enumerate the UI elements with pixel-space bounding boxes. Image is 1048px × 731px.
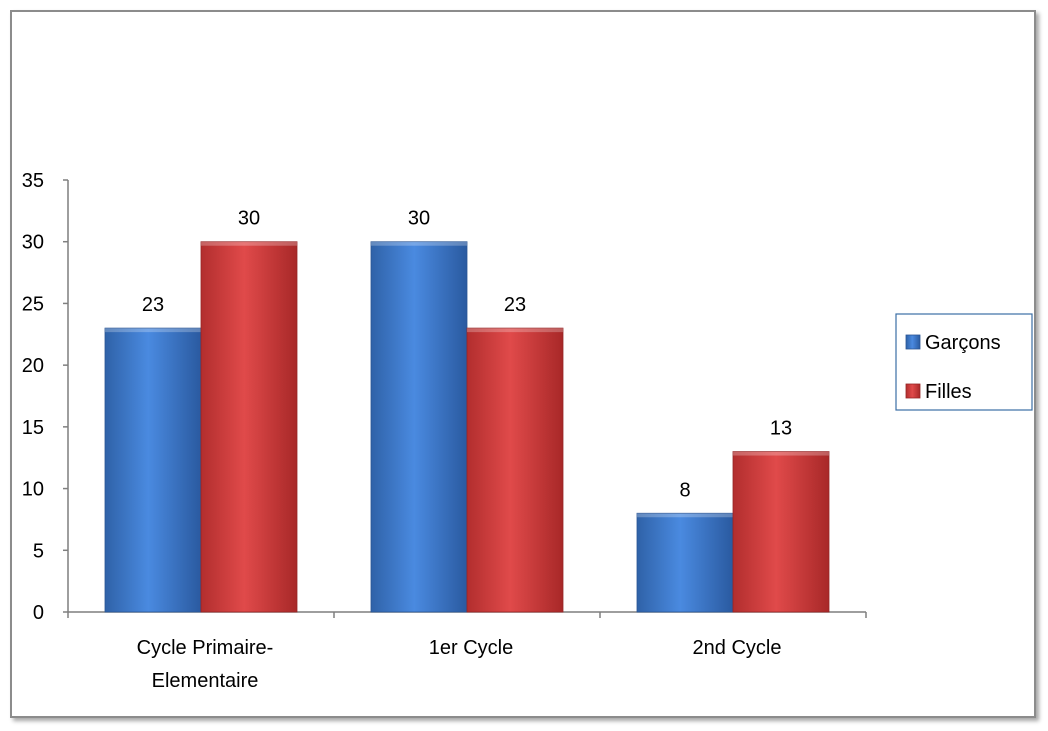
data-label: 30: [408, 208, 430, 230]
y-tick-label: 20: [22, 355, 44, 377]
bar-garcons-1: [370, 241, 468, 613]
legend-label-filles: Filles: [925, 381, 972, 403]
y-tick-label: 0: [33, 602, 44, 624]
bar-garcons-2: [636, 512, 734, 613]
y-tick-label: 30: [22, 232, 44, 254]
y-tick-label: 10: [22, 479, 44, 501]
bar-top-highlight: [105, 328, 201, 333]
bar-top-highlight: [467, 328, 563, 333]
x-category-label: 2nd Cycle: [693, 637, 782, 659]
legend: Garçons Filles: [895, 313, 1033, 411]
y-tick-label: 35: [22, 170, 44, 192]
x-category-label: 1er Cycle: [429, 637, 513, 659]
bar-filles-0: [200, 241, 298, 613]
bar-top-highlight: [201, 241, 297, 246]
bar-filles-1: [466, 327, 564, 613]
y-tick-label: 15: [22, 417, 44, 439]
bar-top-highlight: [733, 451, 829, 456]
data-label: 8: [679, 479, 690, 501]
legend-label-garcons: Garçons: [925, 332, 1001, 354]
data-label: 30: [238, 208, 260, 230]
x-category-label: Cycle Primaire-Elementaire: [137, 637, 274, 692]
bar-filles-2: [732, 451, 830, 613]
bar-top-highlight: [637, 513, 733, 518]
data-label: 23: [504, 294, 526, 316]
bar-garcons-0: [104, 327, 202, 613]
plot-area: 0 5 10 15 20 25 30 35 23 30 Cycle Primaire-Element…: [22, 170, 867, 692]
data-label: 13: [770, 418, 792, 440]
y-tick-label: 25: [22, 293, 44, 315]
y-tick-label: 5: [33, 540, 44, 562]
legend-swatch-garcons: [905, 334, 921, 350]
legend-swatch-filles: [905, 383, 921, 399]
bar-top-highlight: [371, 241, 467, 246]
data-label: 23: [142, 294, 164, 316]
